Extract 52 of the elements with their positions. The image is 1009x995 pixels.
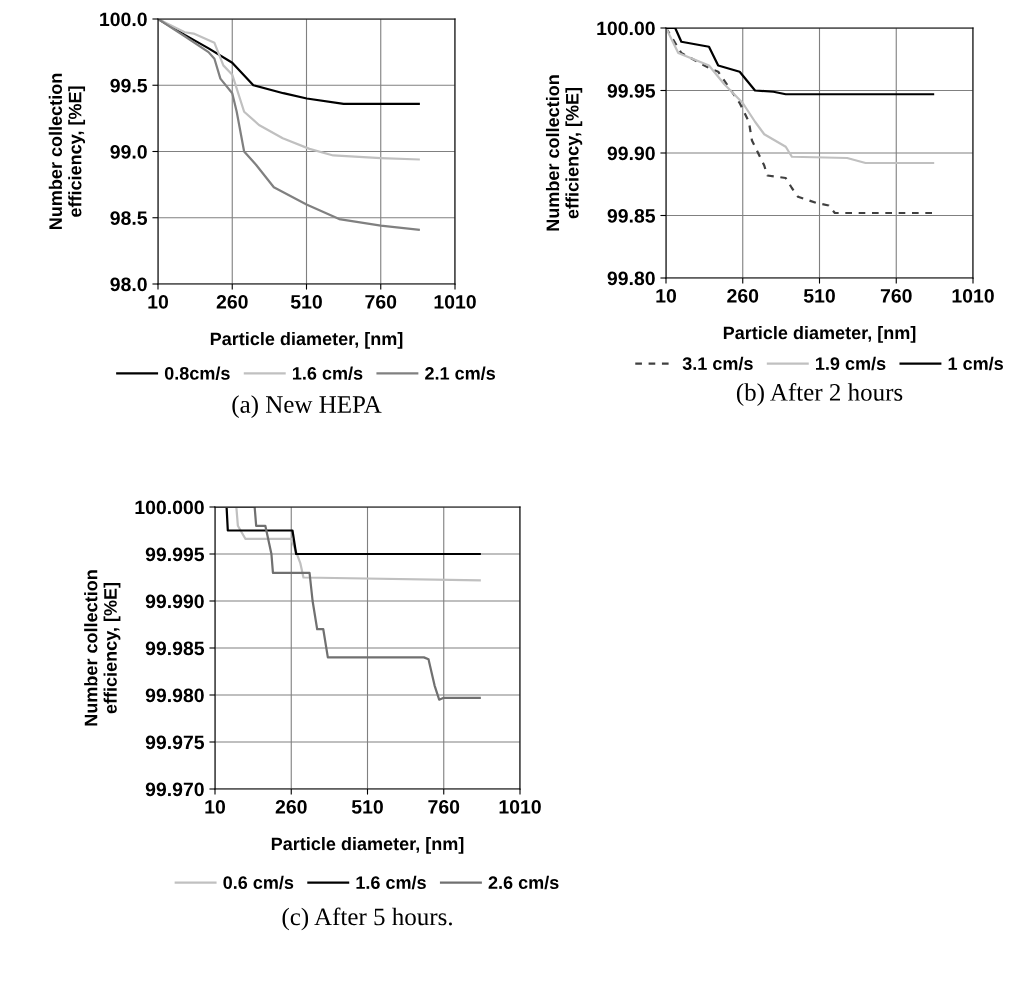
x-axis-title: Particle diameter, [nm] bbox=[271, 836, 464, 854]
text: (c) After 5 hours. bbox=[282, 907, 452, 931]
y-tick-label: 99.990 bbox=[145, 594, 204, 609]
y-axis-title: Number collection efficiency, [%E] bbox=[84, 570, 121, 726]
legend-label: 1 cm/s bbox=[948, 356, 1003, 371]
x-tick-label: 760 bbox=[880, 288, 912, 303]
y-tick-label: 99.995 bbox=[145, 547, 205, 562]
y-axis-title: Number collection efficiency, [%E] bbox=[48, 73, 86, 230]
x-axis-title: Particle diameter, [nm] bbox=[723, 325, 916, 343]
x-tick-label: 760 bbox=[365, 294, 397, 309]
x-tick-label: 260 bbox=[275, 799, 307, 814]
x-tick-label: 10 bbox=[205, 799, 226, 814]
x-tick-label: 260 bbox=[216, 294, 248, 309]
legend-label: 0.6 cm/s bbox=[223, 875, 294, 890]
y-tick-label: 98.5 bbox=[110, 211, 148, 225]
x-axis-title: Particle diameter, [nm] bbox=[210, 331, 403, 349]
y-tick-label: 99.970 bbox=[145, 782, 204, 797]
y-tick-label: 99.95 bbox=[607, 83, 656, 98]
text: (a) New HEPA bbox=[232, 395, 382, 418]
y-tick-label: 99.5 bbox=[110, 78, 148, 93]
legend-label: 2.6 cm/s bbox=[488, 875, 559, 890]
line-series bbox=[666, 28, 935, 215]
y-tick-label: 99.985 bbox=[145, 641, 205, 656]
x-tick-label: 1010 bbox=[499, 799, 541, 814]
legend-label: 1.6 cm/s bbox=[292, 366, 363, 380]
y-axis-title: Number collection efficiency, [%E] bbox=[545, 75, 583, 231]
line-series bbox=[666, 28, 935, 165]
legend-label: 2.1 cm/s bbox=[425, 366, 496, 380]
y-tick-label: 99.85 bbox=[607, 208, 656, 223]
legend-label: 1.6 cm/s bbox=[356, 875, 426, 890]
y-tick-label: 99.975 bbox=[145, 735, 205, 750]
y-tick-label: 100.00 bbox=[597, 21, 655, 36]
y-tick-label: 99.80 bbox=[607, 271, 655, 286]
x-tick-label: 510 bbox=[803, 288, 835, 303]
x-tick-label: 1010 bbox=[952, 288, 994, 303]
legend-label: 3.1 cm/s bbox=[682, 356, 753, 371]
y-tick-label: 100.000 bbox=[135, 500, 204, 515]
legend-label: 1.9 cm/s bbox=[816, 356, 886, 371]
x-tick-label: 260 bbox=[727, 288, 759, 303]
text: (b) After 2 hours bbox=[736, 383, 903, 406]
y-tick-label: 98.0 bbox=[110, 277, 147, 292]
y-tick-label: 99.90 bbox=[607, 146, 655, 161]
x-tick-label: 760 bbox=[428, 799, 460, 814]
legend-label: 0.8cm/s bbox=[164, 366, 230, 380]
x-tick-label: 10 bbox=[656, 288, 677, 303]
x-tick-label: 10 bbox=[148, 294, 169, 309]
y-tick-label: 99.0 bbox=[110, 144, 147, 159]
y-tick-label: 99.980 bbox=[145, 688, 204, 703]
y-tick-label: 100.0 bbox=[100, 12, 147, 27]
x-tick-label: 510 bbox=[351, 799, 383, 814]
x-tick-label: 510 bbox=[290, 294, 322, 309]
x-tick-label: 1010 bbox=[434, 294, 476, 309]
